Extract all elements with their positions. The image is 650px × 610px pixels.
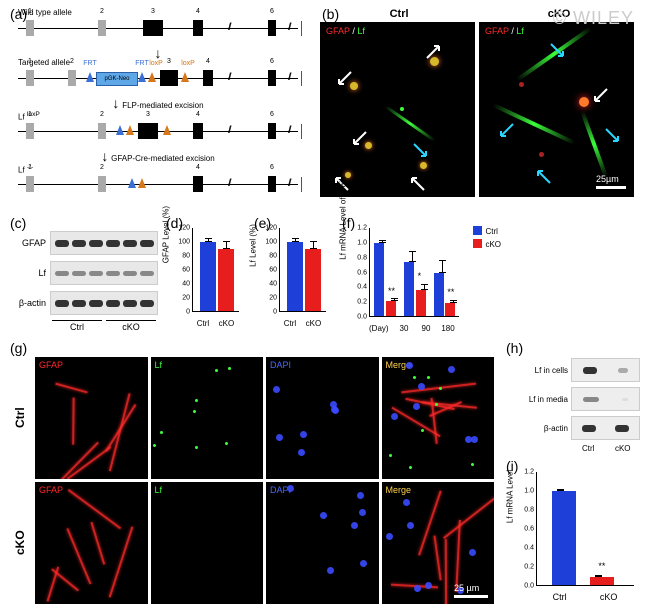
micro-Ctrl-DAPI: DAPI [266, 357, 379, 479]
micro-cKO-DAPI: DAPI [266, 482, 379, 604]
panel-g-grid: CtrlGFAPLfDAPIMergecKOGFAPLfDAPIMerge25 … [8, 345, 494, 605]
micro-cKO-Merge: Merge25 µm [382, 482, 495, 604]
wt-title: Wild type allele [18, 8, 72, 17]
scalebar-b: 25µm [596, 174, 626, 189]
panel-i-chart: Lf mRNA Level 0.00.20.40.60.81.01.2 ** C… [510, 462, 640, 602]
panel-b: Ctrl cKO GFAP / Lf GFAP / Lf [320, 8, 640, 206]
micro-cKO-Lf: Lf [151, 482, 264, 604]
micro-Ctrl-GFAP: GFAP [35, 357, 148, 479]
panel-c-blot: GFAP Lf β-actin CtrlcKO [8, 220, 158, 335]
confocal-cko: GFAP / Lf 25µm [479, 22, 634, 197]
micro-cKO-GFAP: GFAP [35, 482, 148, 604]
micro-Ctrl-Lf: Lf [151, 357, 264, 479]
targeted-title: Targeted allele [18, 58, 70, 67]
confocal-ctrl: GFAP / Lf [320, 22, 475, 197]
panel-f-chart: Lf mRNA Level of Brain 0.00.20.40.60.81.… [343, 218, 503, 333]
watermark: © WILEY [553, 8, 634, 29]
panel-e-chart: Lf Level (%) 020406080100120 CtrlcKO [255, 218, 330, 328]
panel-h-blot: Lf in cells Lf in media β-actin CtrlcKO [510, 345, 640, 455]
panel-a-schematic: Wild type allele 1 2 3 4 // 6 // ↓ Targe… [8, 8, 308, 208]
panel-d-chart: GFAP Level (%) 020406080100120 CtrlcKO [168, 218, 243, 328]
b-title-ctrl: Ctrl [390, 8, 409, 20]
micro-Ctrl-Merge: Merge [382, 357, 495, 479]
